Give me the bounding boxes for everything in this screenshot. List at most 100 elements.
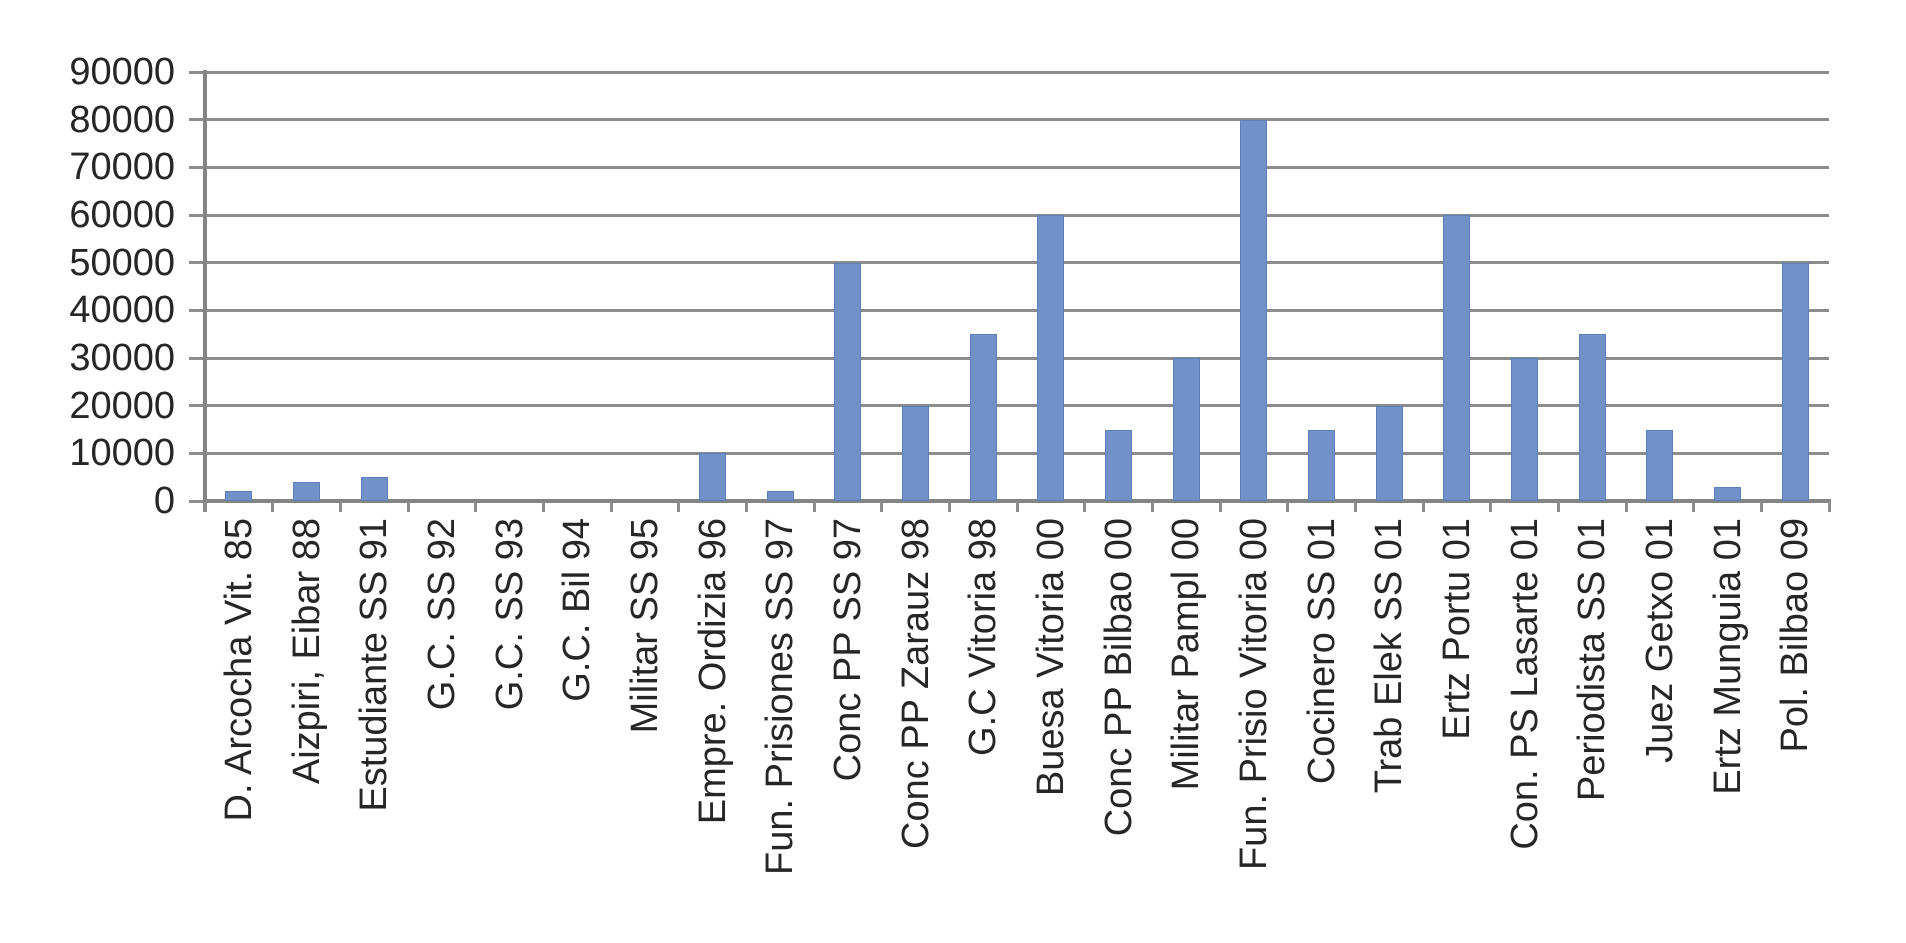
x-axis-category-label: Aizpiri, Eibar 88 xyxy=(285,518,328,785)
y-axis-tick-label: 40000 xyxy=(69,289,175,332)
x-axis-tick xyxy=(1218,501,1222,512)
gridline xyxy=(205,451,1829,455)
bar xyxy=(293,481,320,501)
y-axis-tick xyxy=(189,165,205,169)
bar xyxy=(225,491,253,501)
x-axis-tick xyxy=(406,501,410,512)
x-axis-tick xyxy=(1353,501,1357,512)
bar xyxy=(1781,262,1809,501)
y-axis-tick-label: 70000 xyxy=(69,146,175,189)
x-axis-category-label: Cocinero SS 01 xyxy=(1300,518,1343,785)
x-axis-tick xyxy=(1624,501,1628,512)
bar xyxy=(1308,429,1335,501)
gridline xyxy=(205,356,1829,360)
x-axis-tick xyxy=(1015,501,1019,512)
bar xyxy=(969,334,997,501)
x-axis-tick xyxy=(1421,501,1425,512)
y-axis-line xyxy=(203,70,207,512)
x-axis-category-label: Buesa Vitoria 00 xyxy=(1029,518,1072,797)
y-axis-tick-label: 80000 xyxy=(69,98,175,141)
x-axis-category-label: Ertz Portu 01 xyxy=(1435,518,1478,740)
x-axis-category-label: Conc PP Zarauz 98 xyxy=(894,518,937,849)
x-axis-tick xyxy=(1759,501,1763,512)
gridline xyxy=(205,308,1829,312)
x-axis-category-label: Estudiante SS 91 xyxy=(353,518,396,812)
y-axis-tick xyxy=(189,451,205,455)
x-axis-tick xyxy=(812,501,816,512)
y-axis-tick xyxy=(189,118,205,122)
x-axis-tick xyxy=(474,501,478,512)
x-axis-category-label: Conc PP Bilbao 00 xyxy=(1097,518,1140,837)
gridline xyxy=(205,404,1829,408)
x-axis-category-label: G.C. Bil 94 xyxy=(556,518,599,702)
bar xyxy=(766,491,794,501)
bar xyxy=(902,405,929,501)
x-axis-tick xyxy=(541,501,545,512)
x-axis-category-label: G.C Vitoria 98 xyxy=(962,518,1005,756)
x-axis-category-label: Con. PS Lasarte 01 xyxy=(1503,518,1546,850)
bar xyxy=(1511,358,1538,501)
x-axis-category-label: Periodista SS 01 xyxy=(1571,518,1614,802)
x-axis-tick xyxy=(338,501,342,512)
bar xyxy=(1240,119,1268,501)
bar xyxy=(1172,358,1200,501)
x-axis-category-label: Militar Pampl 00 xyxy=(1165,518,1208,791)
bar xyxy=(1714,486,1741,501)
y-axis-tick-label: 90000 xyxy=(69,51,175,93)
y-axis-tick xyxy=(189,261,205,265)
x-axis-tick xyxy=(677,501,681,512)
gridline xyxy=(205,165,1829,169)
y-axis-tick-label: 20000 xyxy=(69,384,175,427)
x-axis-category-label: Trab Elek SS 01 xyxy=(1368,518,1411,794)
x-axis-category-label: Conc PP SS 97 xyxy=(826,518,869,782)
gridline xyxy=(205,213,1829,217)
y-axis-tick-label: 0 xyxy=(153,480,175,522)
x-axis-category-label: G.C. SS 92 xyxy=(420,518,463,711)
x-axis-tick xyxy=(271,501,275,512)
bar xyxy=(699,453,726,501)
x-axis-category-label: G.C. SS 93 xyxy=(488,518,531,711)
x-axis-tick xyxy=(203,501,207,512)
y-axis-tick-label: 30000 xyxy=(69,337,175,379)
x-axis-tick xyxy=(1827,501,1831,512)
gridline xyxy=(205,261,1829,265)
x-axis-category-label: Fun. Prisio Vitoria 00 xyxy=(1232,518,1275,871)
bar xyxy=(1578,334,1606,501)
y-axis-tick xyxy=(189,70,205,74)
x-axis-tick xyxy=(1150,501,1154,512)
gridline xyxy=(205,118,1829,122)
y-axis-tick-label: 10000 xyxy=(69,432,175,475)
bar xyxy=(1646,429,1674,501)
x-axis-tick xyxy=(880,501,884,512)
y-axis-tick xyxy=(189,213,205,217)
x-axis-tick xyxy=(1286,501,1290,512)
x-axis-category-label: Juez Getxo 01 xyxy=(1638,518,1681,764)
bar xyxy=(1375,405,1403,501)
bar xyxy=(1443,215,1471,501)
x-axis-category-label: Empre. Ordizia 96 xyxy=(691,518,734,825)
x-axis-category-label: Pol. Bilbao 09 xyxy=(1774,518,1817,753)
x-axis-tick xyxy=(947,501,951,512)
x-axis-tick xyxy=(609,501,613,512)
x-axis-category-label: Fun. Prisiones SS 97 xyxy=(759,518,802,875)
bar xyxy=(1105,429,1132,501)
y-axis-tick-label: 60000 xyxy=(69,194,175,236)
bar xyxy=(360,477,388,501)
y-axis-tick-label: 50000 xyxy=(69,241,175,284)
gridline xyxy=(205,70,1829,74)
x-axis-tick xyxy=(1692,501,1696,512)
bar xyxy=(834,262,862,501)
x-axis-tick xyxy=(1083,501,1087,512)
y-axis-tick xyxy=(189,308,205,312)
y-axis-tick xyxy=(189,404,205,408)
bar xyxy=(1037,215,1065,501)
x-axis-category-label: D. Arcocha Vit. 85 xyxy=(217,518,260,822)
x-axis-category-label: Ertz Munguia 01 xyxy=(1706,518,1749,795)
x-axis-tick xyxy=(744,501,748,512)
x-axis-category-label: Militar SS 95 xyxy=(623,518,666,734)
x-axis-tick xyxy=(1556,501,1560,512)
y-axis-tick xyxy=(189,499,205,503)
y-axis-tick xyxy=(189,356,205,360)
x-axis-tick xyxy=(1489,501,1493,512)
